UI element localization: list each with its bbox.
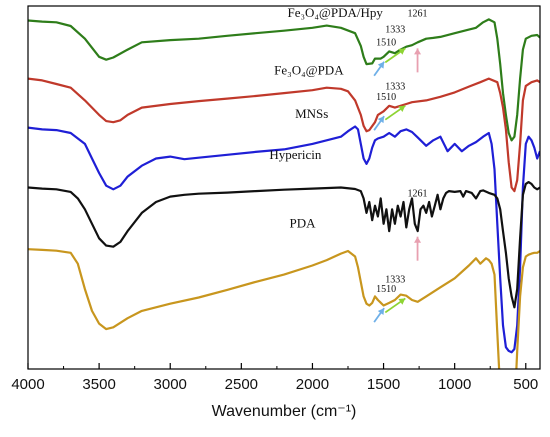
annotation-arrowhead <box>414 48 422 55</box>
annotation-5: 1333 <box>384 82 406 121</box>
annotation-6: 1261 <box>408 189 428 261</box>
series-layer <box>28 18 540 369</box>
plot-frame <box>27 5 541 370</box>
annotation-label: 1333 <box>385 82 405 93</box>
x-tick-label: 2000 <box>296 376 329 393</box>
x-tick-label: 2500 <box>225 376 258 393</box>
x-axis-title: Wavenumber (cm⁻¹) <box>212 403 357 420</box>
series-line-1 <box>28 18 540 142</box>
annotation-arrowhead <box>377 116 385 124</box>
series-line-3 <box>28 125 540 354</box>
annotation-label: 1333 <box>385 274 405 285</box>
annotation-arrowhead <box>398 298 406 305</box>
x-tick-label: 3000 <box>154 376 187 393</box>
series-line-5 <box>28 248 540 369</box>
annotation-arrowhead <box>398 105 406 113</box>
series-label-5: PDA <box>289 216 316 231</box>
annotation-2: 1333 <box>384 24 406 64</box>
x-tick-label: 4000 <box>11 376 44 393</box>
annotation-7: 1510 <box>373 284 396 323</box>
series-label-1: Fe₃O₄@PDA/Hpy <box>287 5 383 20</box>
series-label-4: Hypericin <box>269 147 321 162</box>
annotation-4: 1510 <box>373 92 396 131</box>
x-tick-label: 1000 <box>438 376 471 393</box>
x-axis-ticks: 4000 3500 3000 2500 2000 1500 1000 500 <box>11 363 538 393</box>
series-line-4 <box>28 181 540 309</box>
annotation-label: 1510 <box>376 284 396 295</box>
annotation-label: 1510 <box>376 38 396 49</box>
annotation-label: 1333 <box>385 24 405 35</box>
annotation-arrowhead <box>398 48 406 55</box>
annotation-1: 1510 <box>373 38 396 77</box>
series-label-3: MNSs <box>295 106 328 121</box>
annotation-arrowhead <box>414 236 422 243</box>
annotation-label: 1261 <box>408 189 428 200</box>
x-tick-label: 3500 <box>82 376 115 393</box>
series-label-2: Fe₃O₄@PDA <box>274 63 344 78</box>
x-tick-label: 1500 <box>367 376 400 393</box>
annotation-arrowhead <box>377 61 385 69</box>
annotation-8: 1333 <box>384 274 406 314</box>
annotation-label: 1261 <box>408 8 428 19</box>
annotation-label: 1510 <box>376 92 396 103</box>
series-label-layer: Fe₃O₄@PDA/Hpy Fe₃O₄@PDA MNSs Hypericin PDA <box>269 5 383 231</box>
annotation-arrowhead <box>377 308 385 316</box>
series-line-2 <box>28 77 540 193</box>
x-tick-label: 500 <box>513 376 538 393</box>
annotation-3: 1261 <box>408 8 428 73</box>
